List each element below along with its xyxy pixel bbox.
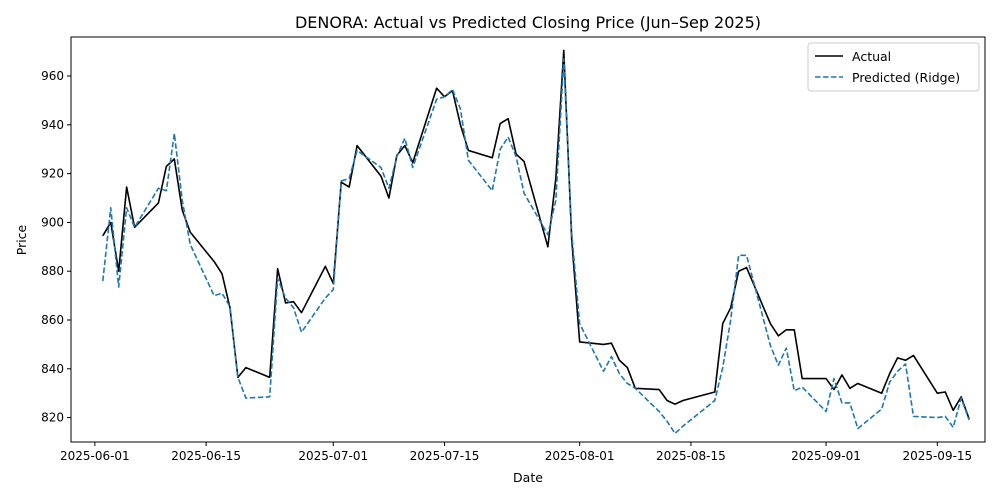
plot-area: 820 840 860 880 900 920 940 960 2025-06-01 2025-0… (41, 36, 986, 463)
legend: Actual Predicted (Ridge) (807, 42, 980, 92)
axes-layer: 820 840 860 880 900 920 940 960 2025-06-01 2025-0… (41, 69, 972, 463)
x-tick-label: 2025-06-01 (60, 449, 130, 463)
y-tick-label: 900 (41, 215, 64, 229)
x-axis-label: Date (513, 470, 543, 485)
y-tick-label: 940 (41, 118, 64, 132)
y-tick-label: 880 (41, 264, 64, 278)
series-line-actual (102, 49, 970, 420)
y-tick-label: 820 (41, 411, 64, 425)
y-tick-label: 920 (41, 167, 64, 181)
legend-box (807, 42, 980, 92)
plot-frame (70, 36, 986, 443)
legend-label-predicted: Predicted (Ridge) (852, 70, 960, 85)
x-tick-label: 2025-09-15 (902, 449, 972, 463)
y-axis-label: Price (14, 224, 29, 255)
y-tick-label: 840 (41, 362, 64, 376)
x-tick-label: 2025-07-01 (298, 449, 368, 463)
x-tick-label: 2025-07-15 (410, 449, 480, 463)
y-tick-label: 860 (41, 313, 64, 327)
y-tick-label: 960 (41, 69, 64, 83)
x-tick-label: 2025-08-01 (545, 449, 615, 463)
plot-background (71, 37, 985, 442)
series-layer (101, 49, 970, 435)
chart-title: DENORA: Actual vs Predicted Closing Pric… (295, 13, 761, 32)
legend-label-actual: Actual (852, 49, 891, 64)
x-tick-label: 2025-06-15 (171, 449, 241, 463)
x-tick-label: 2025-09-01 (791, 449, 861, 463)
series-line-predicted (101, 58, 970, 435)
x-tick-label: 2025-08-15 (656, 449, 726, 463)
